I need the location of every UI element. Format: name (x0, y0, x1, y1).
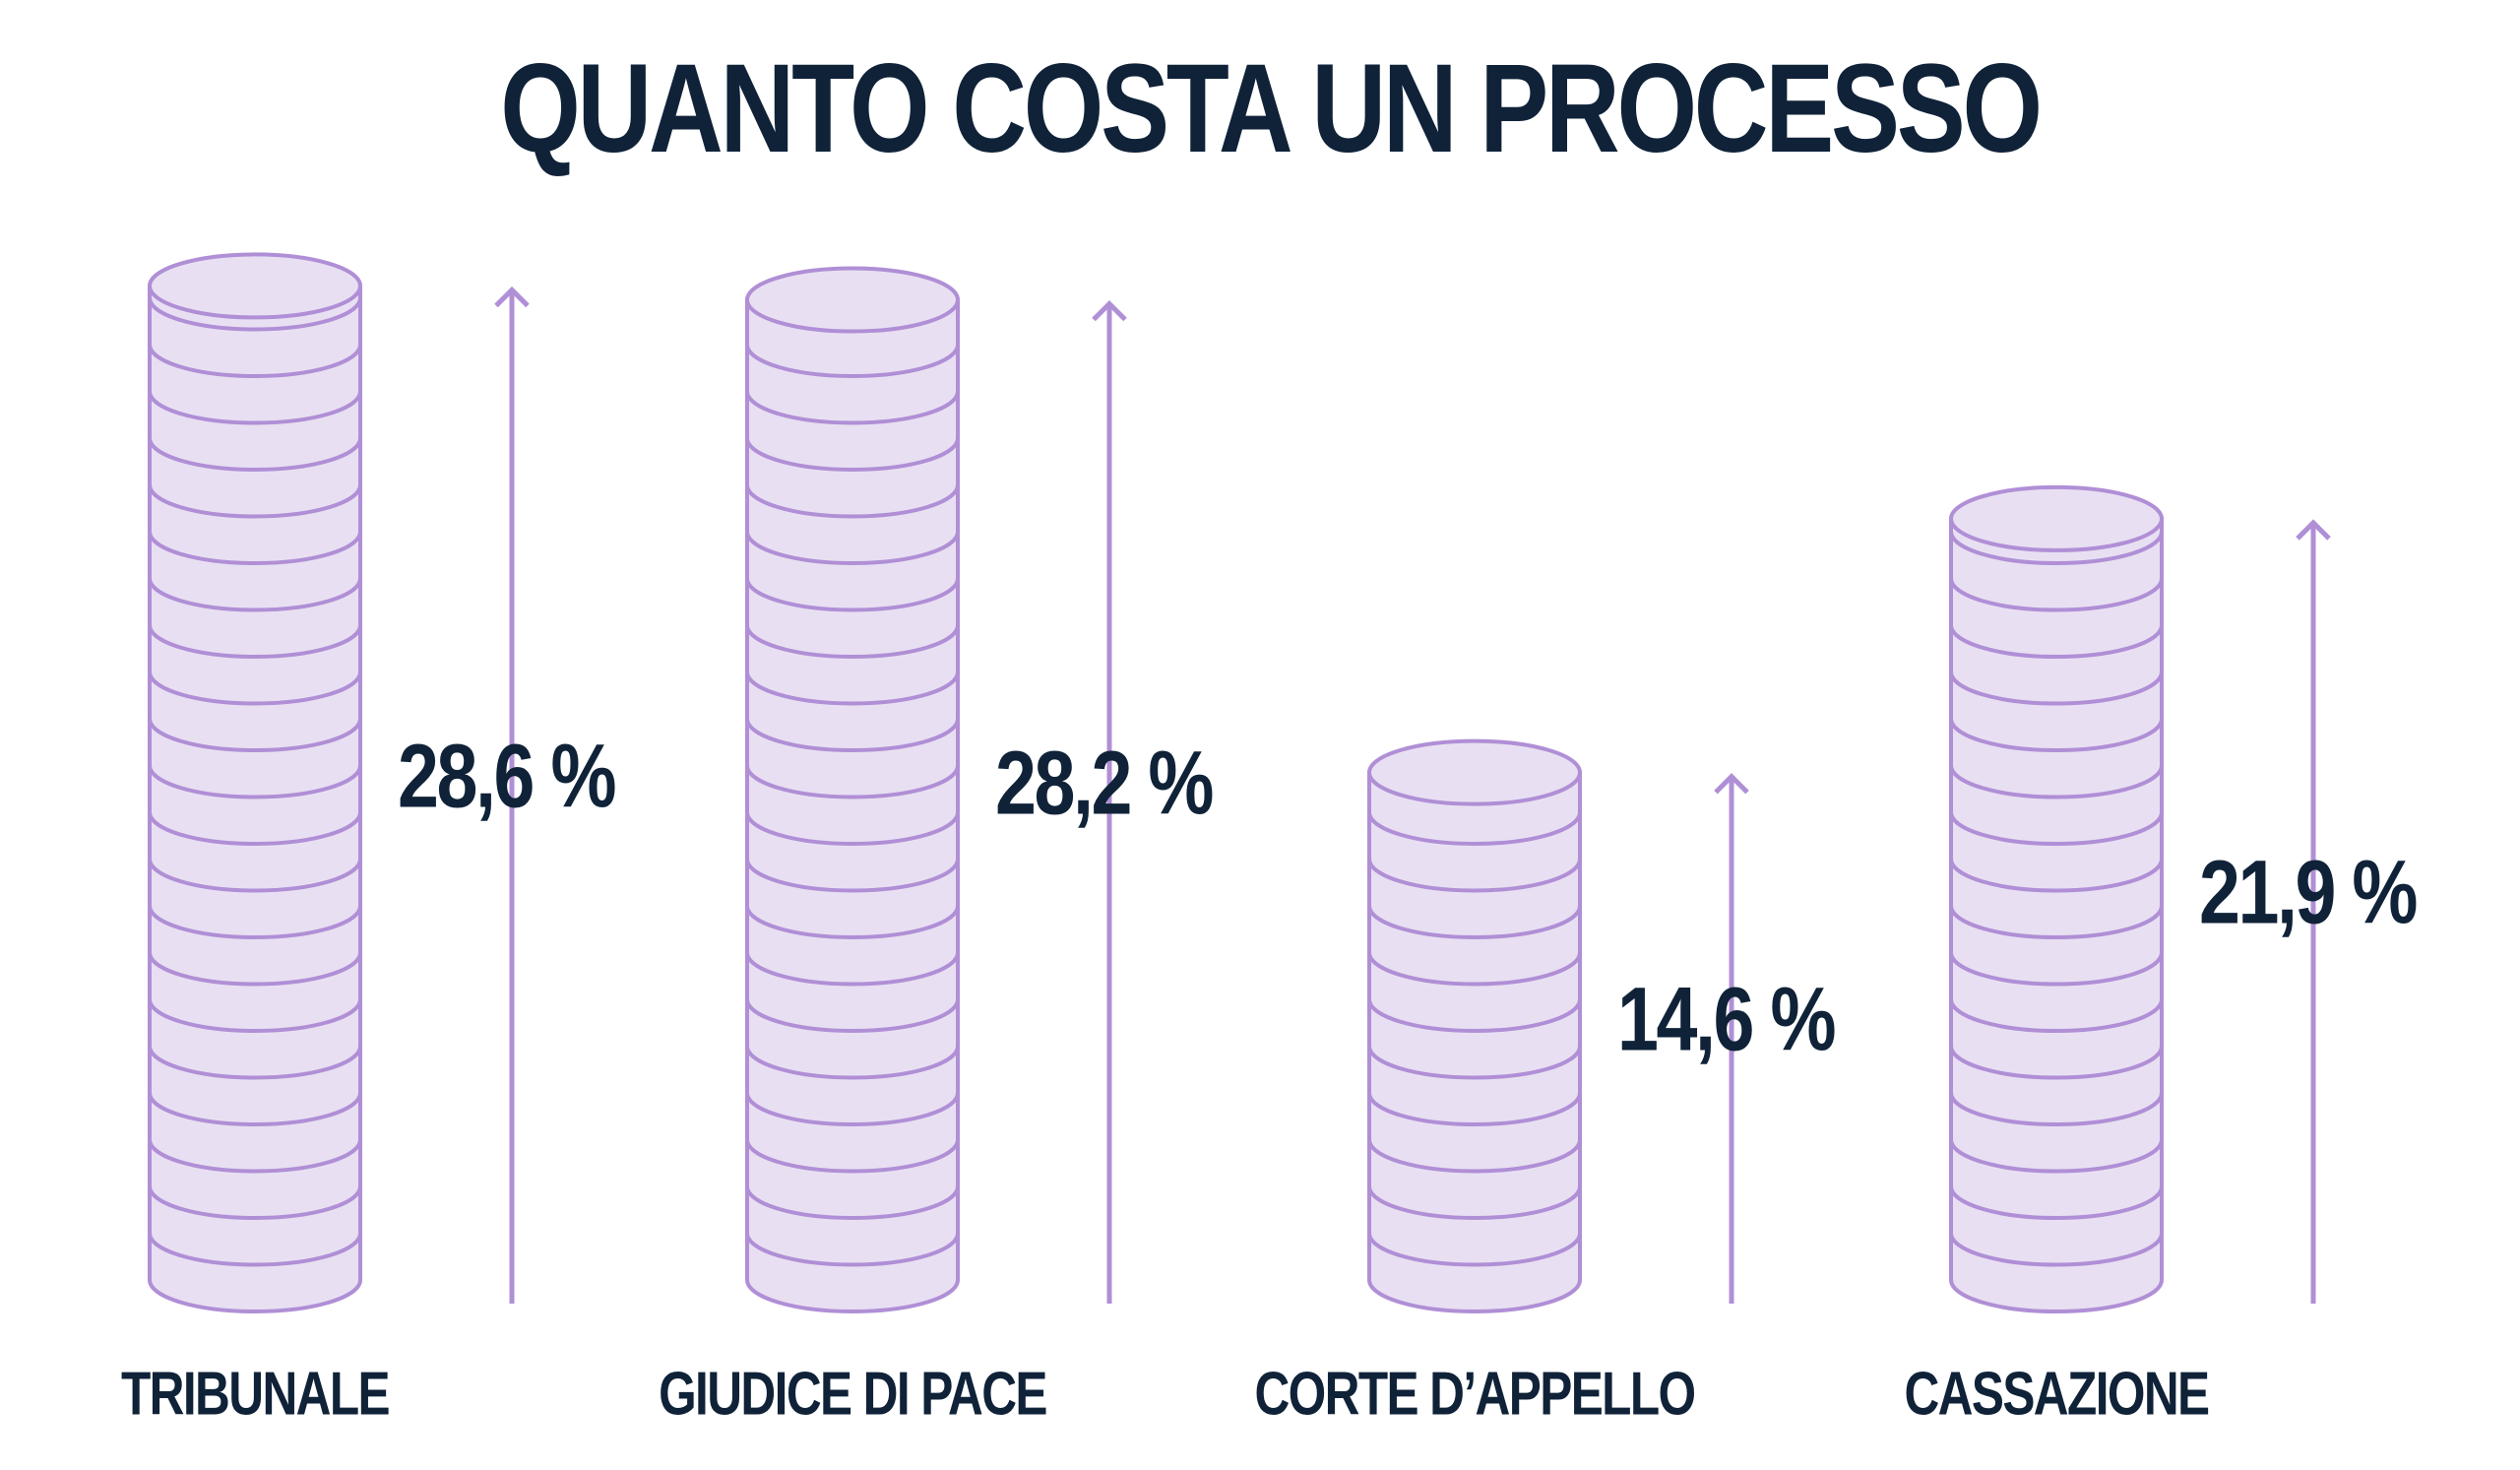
coin-edge (148, 905, 362, 939)
coin-edge (1367, 1185, 1582, 1220)
coin-edge (148, 578, 362, 612)
coin-edge (745, 765, 960, 799)
coin-edge (1949, 998, 2164, 1033)
coin-edge (745, 578, 960, 612)
arrow-head (1092, 300, 1127, 322)
coin-edge (745, 998, 960, 1033)
value-label: 28,2 % (995, 732, 1213, 833)
coin-edge (148, 1233, 362, 1267)
x-tick-label: CASSAZIONE (1904, 1359, 2208, 1428)
coin-edge (745, 952, 960, 987)
coin-edge (1949, 952, 2164, 987)
coin-edge (148, 811, 362, 846)
coin-edge (148, 624, 362, 659)
coin-stack (1367, 770, 1582, 1313)
coin-edge (148, 344, 362, 378)
coin-edge (148, 531, 362, 565)
coin-edge (1949, 859, 2164, 893)
coin-edge (148, 1139, 362, 1174)
coin-edge (745, 391, 960, 425)
coin-edge (1949, 1233, 2164, 1267)
coin-edge (148, 718, 362, 752)
coin-edge (148, 1185, 362, 1220)
coin-edge (1367, 1046, 1582, 1080)
coin-edge (1949, 905, 2164, 939)
coin-edge (1367, 905, 1582, 939)
coin-edge (745, 624, 960, 659)
coin-edge (745, 811, 960, 846)
coin-edge (148, 952, 362, 987)
coin-edge (1367, 998, 1582, 1033)
coin-edge (745, 1092, 960, 1126)
coin-edge (745, 344, 960, 378)
coin-edge (1367, 952, 1582, 987)
coin-top (1949, 484, 2164, 552)
coin-edge (148, 391, 362, 425)
coin-edge (1949, 718, 2164, 752)
chart-title: QUANTO COSTA UN PROCESSO (500, 37, 2040, 178)
coin-edge (1949, 1046, 2164, 1080)
coin-edge (1367, 1139, 1582, 1174)
x-tick-label: CORTE D’APPELLO (1254, 1359, 1694, 1428)
coin-edge (1949, 1185, 2164, 1220)
coin-top (148, 252, 362, 320)
arrow-head (494, 286, 530, 308)
arrow-head (2296, 519, 2331, 541)
coin-edge (745, 859, 960, 893)
coin-edge (148, 765, 362, 799)
coin-edge (745, 1139, 960, 1174)
coin-edge (1949, 578, 2164, 612)
coin-edge (148, 859, 362, 893)
coin-edge (745, 1046, 960, 1080)
coin-edge (1949, 1139, 2164, 1174)
coin-edge (148, 297, 362, 332)
coin-stack (1949, 516, 2164, 1313)
coin-edge (148, 484, 362, 519)
coin-edge (148, 437, 362, 472)
coin-edge (1949, 624, 2164, 659)
arrow-head (1714, 773, 1749, 795)
value-label: 21,9 % (2199, 842, 2417, 943)
coin-edge (745, 905, 960, 939)
value-label: 14,6 % (1617, 968, 1835, 1069)
x-tick-label: GIUDICE DI PACE (659, 1359, 1046, 1428)
coin-edge (745, 1185, 960, 1220)
coin-top (1367, 738, 1582, 806)
coin-edge (148, 1046, 362, 1080)
coin-edge (1367, 859, 1582, 893)
coin-edge (745, 531, 960, 565)
x-tick-label: TRIBUNALE (121, 1359, 389, 1428)
coin-edge (1367, 811, 1582, 846)
coin-edge (1949, 531, 2164, 565)
coin-edge (148, 998, 362, 1033)
coin-edge (148, 671, 362, 706)
coin-edge (1367, 1233, 1582, 1267)
coin-edge (1949, 671, 2164, 706)
coin-edge (745, 484, 960, 519)
coin-edge (1949, 811, 2164, 846)
coin-edge (745, 1233, 960, 1267)
coin-edge (745, 437, 960, 472)
coin-stack (745, 297, 960, 1313)
coin-edge (1949, 765, 2164, 799)
coin-edge (1367, 1092, 1582, 1126)
coin-edge (745, 671, 960, 706)
coin-top (745, 266, 960, 334)
coin-edge (148, 1092, 362, 1126)
value-label: 28,6 % (398, 725, 615, 826)
coin-edge (745, 718, 960, 752)
coin-edge (1949, 1092, 2164, 1126)
